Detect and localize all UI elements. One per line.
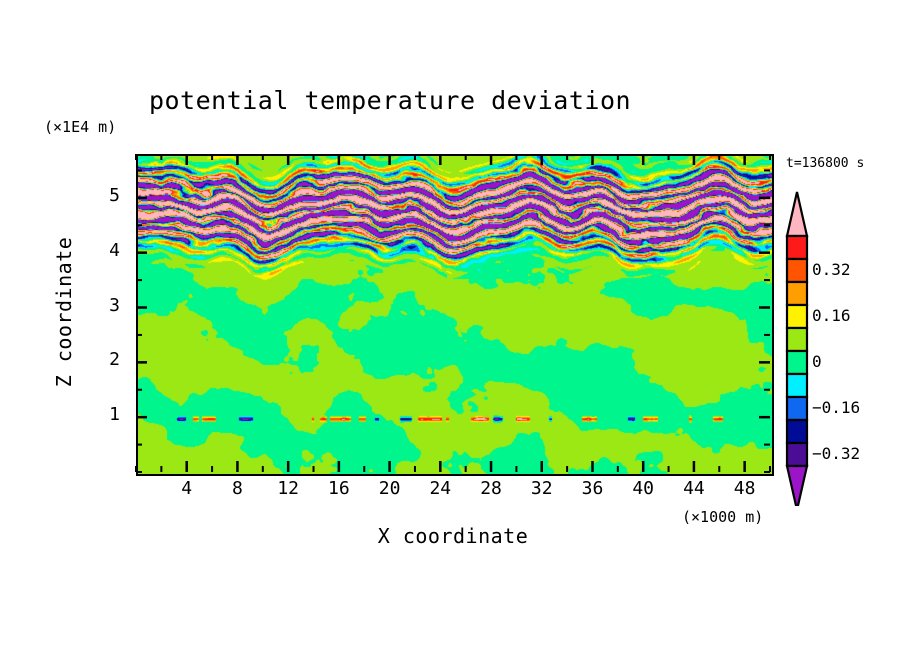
- x-tick-label: 8: [232, 478, 243, 499]
- x-tick-label: 28: [480, 478, 502, 499]
- colorbar-tick-label: 0: [812, 351, 822, 371]
- y-tick-label: 3: [109, 294, 120, 316]
- colorbar-tick-label: −0.16: [812, 397, 861, 417]
- page-title: potential temperature deviation: [148, 86, 632, 115]
- x-axis-unit-label: (×1000 m): [682, 508, 764, 526]
- x-tick-label: 32: [530, 478, 553, 499]
- y-axis-unit-label: (×1E4 m): [44, 118, 117, 136]
- x-tick-label: 16: [328, 478, 350, 499]
- colorbar-tick-label: 0.16: [812, 305, 851, 325]
- y-tick-label: 2: [109, 349, 120, 371]
- x-tick-label: 12: [277, 478, 299, 499]
- y-axis-title: Z coordinate: [52, 236, 76, 388]
- time-annotation: t=136800 s: [786, 156, 865, 171]
- contour-field: [138, 156, 772, 474]
- x-tick-label: 4: [181, 478, 193, 499]
- x-tick-label: 24: [429, 478, 452, 499]
- y-tick-label: 5: [109, 184, 120, 206]
- x-tick-label: 20: [378, 478, 401, 499]
- plot-area: [136, 154, 774, 476]
- x-tick-label: 36: [581, 478, 604, 499]
- x-axis-title: X coordinate: [377, 524, 529, 548]
- x-tick-label: 48: [733, 478, 756, 499]
- x-tick-label: 40: [632, 478, 655, 499]
- colorbar: [785, 191, 809, 506]
- colorbar-tick-label: −0.32: [812, 443, 861, 463]
- x-tick-label: 44: [683, 478, 705, 499]
- y-tick-label: 4: [109, 239, 120, 261]
- colorbar-tick-label: 0.32: [812, 259, 851, 279]
- y-tick-label: 1: [109, 404, 120, 426]
